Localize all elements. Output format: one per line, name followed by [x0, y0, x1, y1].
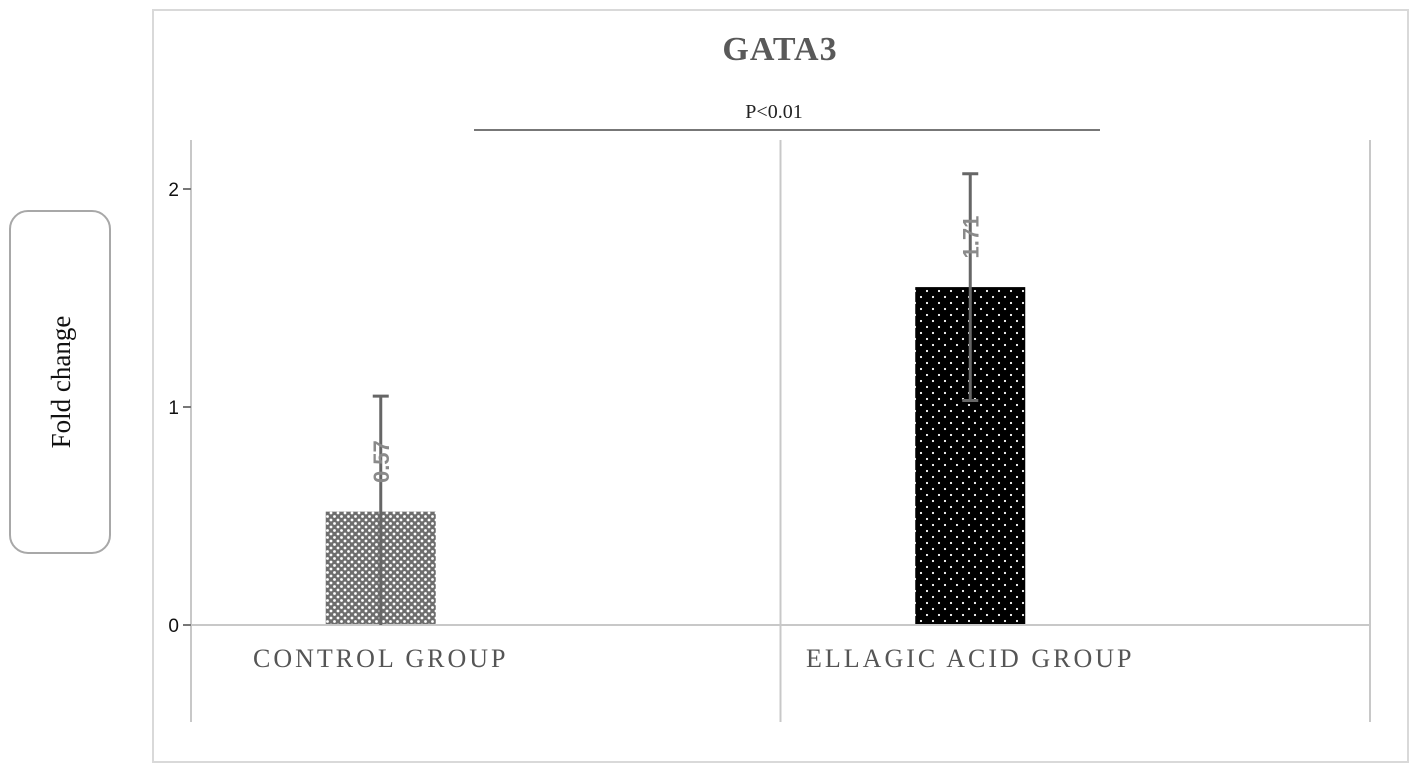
grid-layer — [190, 140, 1371, 722]
error-bars-layer — [372, 172, 979, 625]
bars-layer — [325, 287, 1026, 625]
x-tick-label: ELLAGIC ACID GROUP — [806, 644, 1134, 673]
axis-layer: 0 1 2 — [168, 180, 1370, 637]
chart-title: GATA3 — [722, 31, 837, 68]
data-label: 1.71 — [958, 216, 983, 259]
y-tick-label: 2 — [168, 180, 179, 201]
ylabel-box — [9, 210, 111, 554]
chart-frame — [152, 9, 1409, 763]
x-tick-label: CONTROL GROUP — [253, 644, 508, 673]
y-tick-label: 1 — [168, 398, 179, 419]
y-axis-label: Fold change — [46, 316, 76, 449]
y-tick-label: 0 — [168, 616, 179, 637]
data-label: 0.57 — [369, 440, 394, 483]
significance-label: P<0.01 — [745, 101, 802, 123]
labels-layer: 0.57 CONTROL GROUP 1.71 ELLAGIC ACID GROUP — [253, 216, 1134, 673]
